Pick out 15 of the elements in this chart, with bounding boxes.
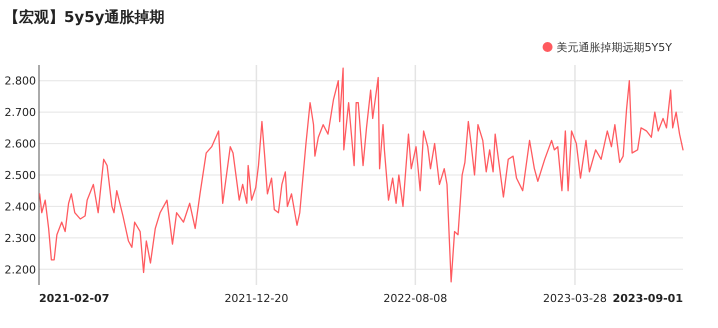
y-tick-label: 2.500 <box>4 169 36 182</box>
y-tick-label: 2.400 <box>4 200 36 214</box>
line-series <box>39 67 684 283</box>
y-tick-label: 2.600 <box>4 138 36 151</box>
chart-title: 【宏观】5y5y通胀掉期 <box>4 8 164 26</box>
x-tick-label: 2021-12-20 <box>224 292 288 305</box>
x-tick-label: 2023-09-01 <box>612 292 683 305</box>
legend-label: 美元通胀掉期远期5Y5Y <box>556 41 672 54</box>
x-tick-label: 2021-02-07 <box>39 292 110 305</box>
y-tick-label: 2.700 <box>4 106 36 120</box>
x-tick-label: 2022-08-08 <box>383 292 448 305</box>
y-tick-label: 2.800 <box>4 74 36 88</box>
y-tick-label: 2.300 <box>4 232 36 245</box>
y-tick-label: 2.200 <box>4 263 36 276</box>
x-tick-label: 2023-03-28 <box>543 292 607 305</box>
